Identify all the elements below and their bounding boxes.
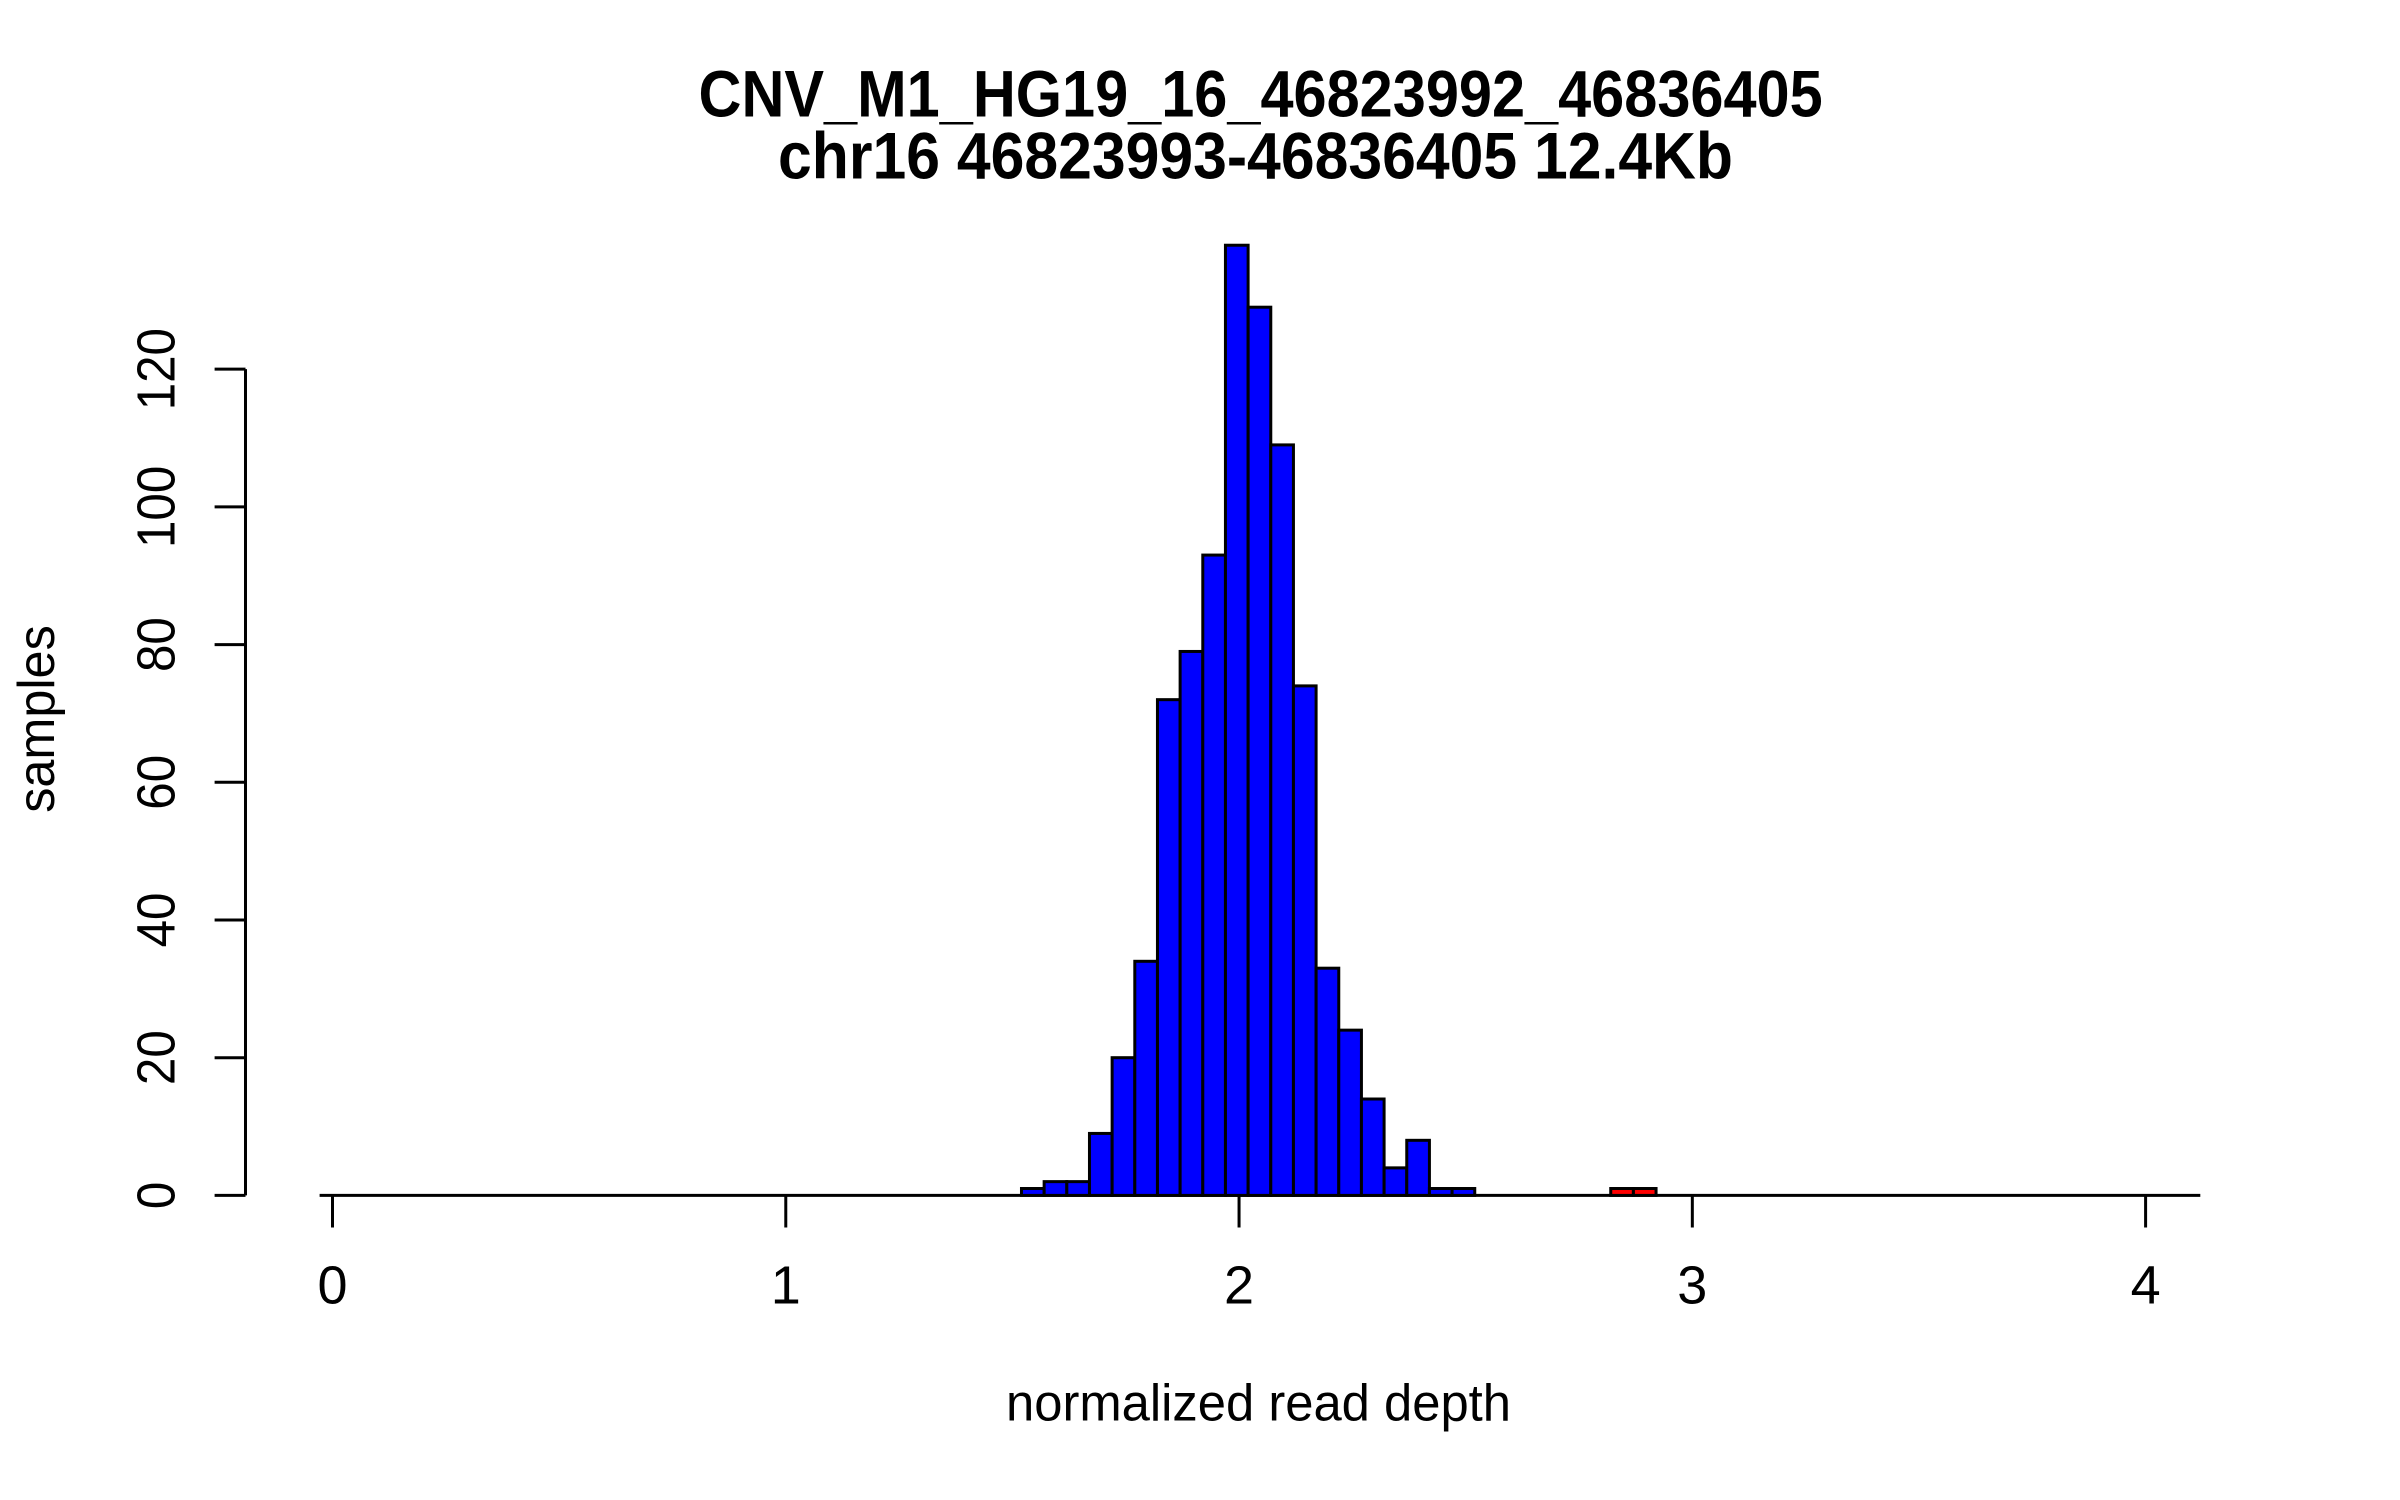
svg-text:samples: samples	[8, 625, 66, 813]
svg-text:chr16 46823993-46836405 12.4Kb: chr16 46823993-46836405 12.4Kb	[778, 118, 1733, 192]
svg-text:100: 100	[126, 466, 186, 548]
svg-text:2: 2	[1224, 1256, 1254, 1316]
svg-text:normalized read depth: normalized read depth	[1006, 1375, 1511, 1433]
svg-text:0: 0	[126, 1182, 186, 1209]
svg-text:3: 3	[1677, 1256, 1707, 1316]
svg-text:CNV_M1_HG19_16_46823992_468364: CNV_M1_HG19_16_46823992_46836405	[699, 56, 1823, 130]
svg-text:20: 20	[126, 1030, 186, 1085]
svg-text:80: 80	[126, 617, 186, 672]
svg-text:120: 120	[126, 328, 186, 410]
svg-text:1: 1	[771, 1256, 801, 1316]
svg-text:4: 4	[2131, 1256, 2161, 1316]
svg-text:40: 40	[126, 893, 186, 948]
svg-text:60: 60	[126, 755, 186, 810]
svg-text:0: 0	[317, 1256, 347, 1316]
